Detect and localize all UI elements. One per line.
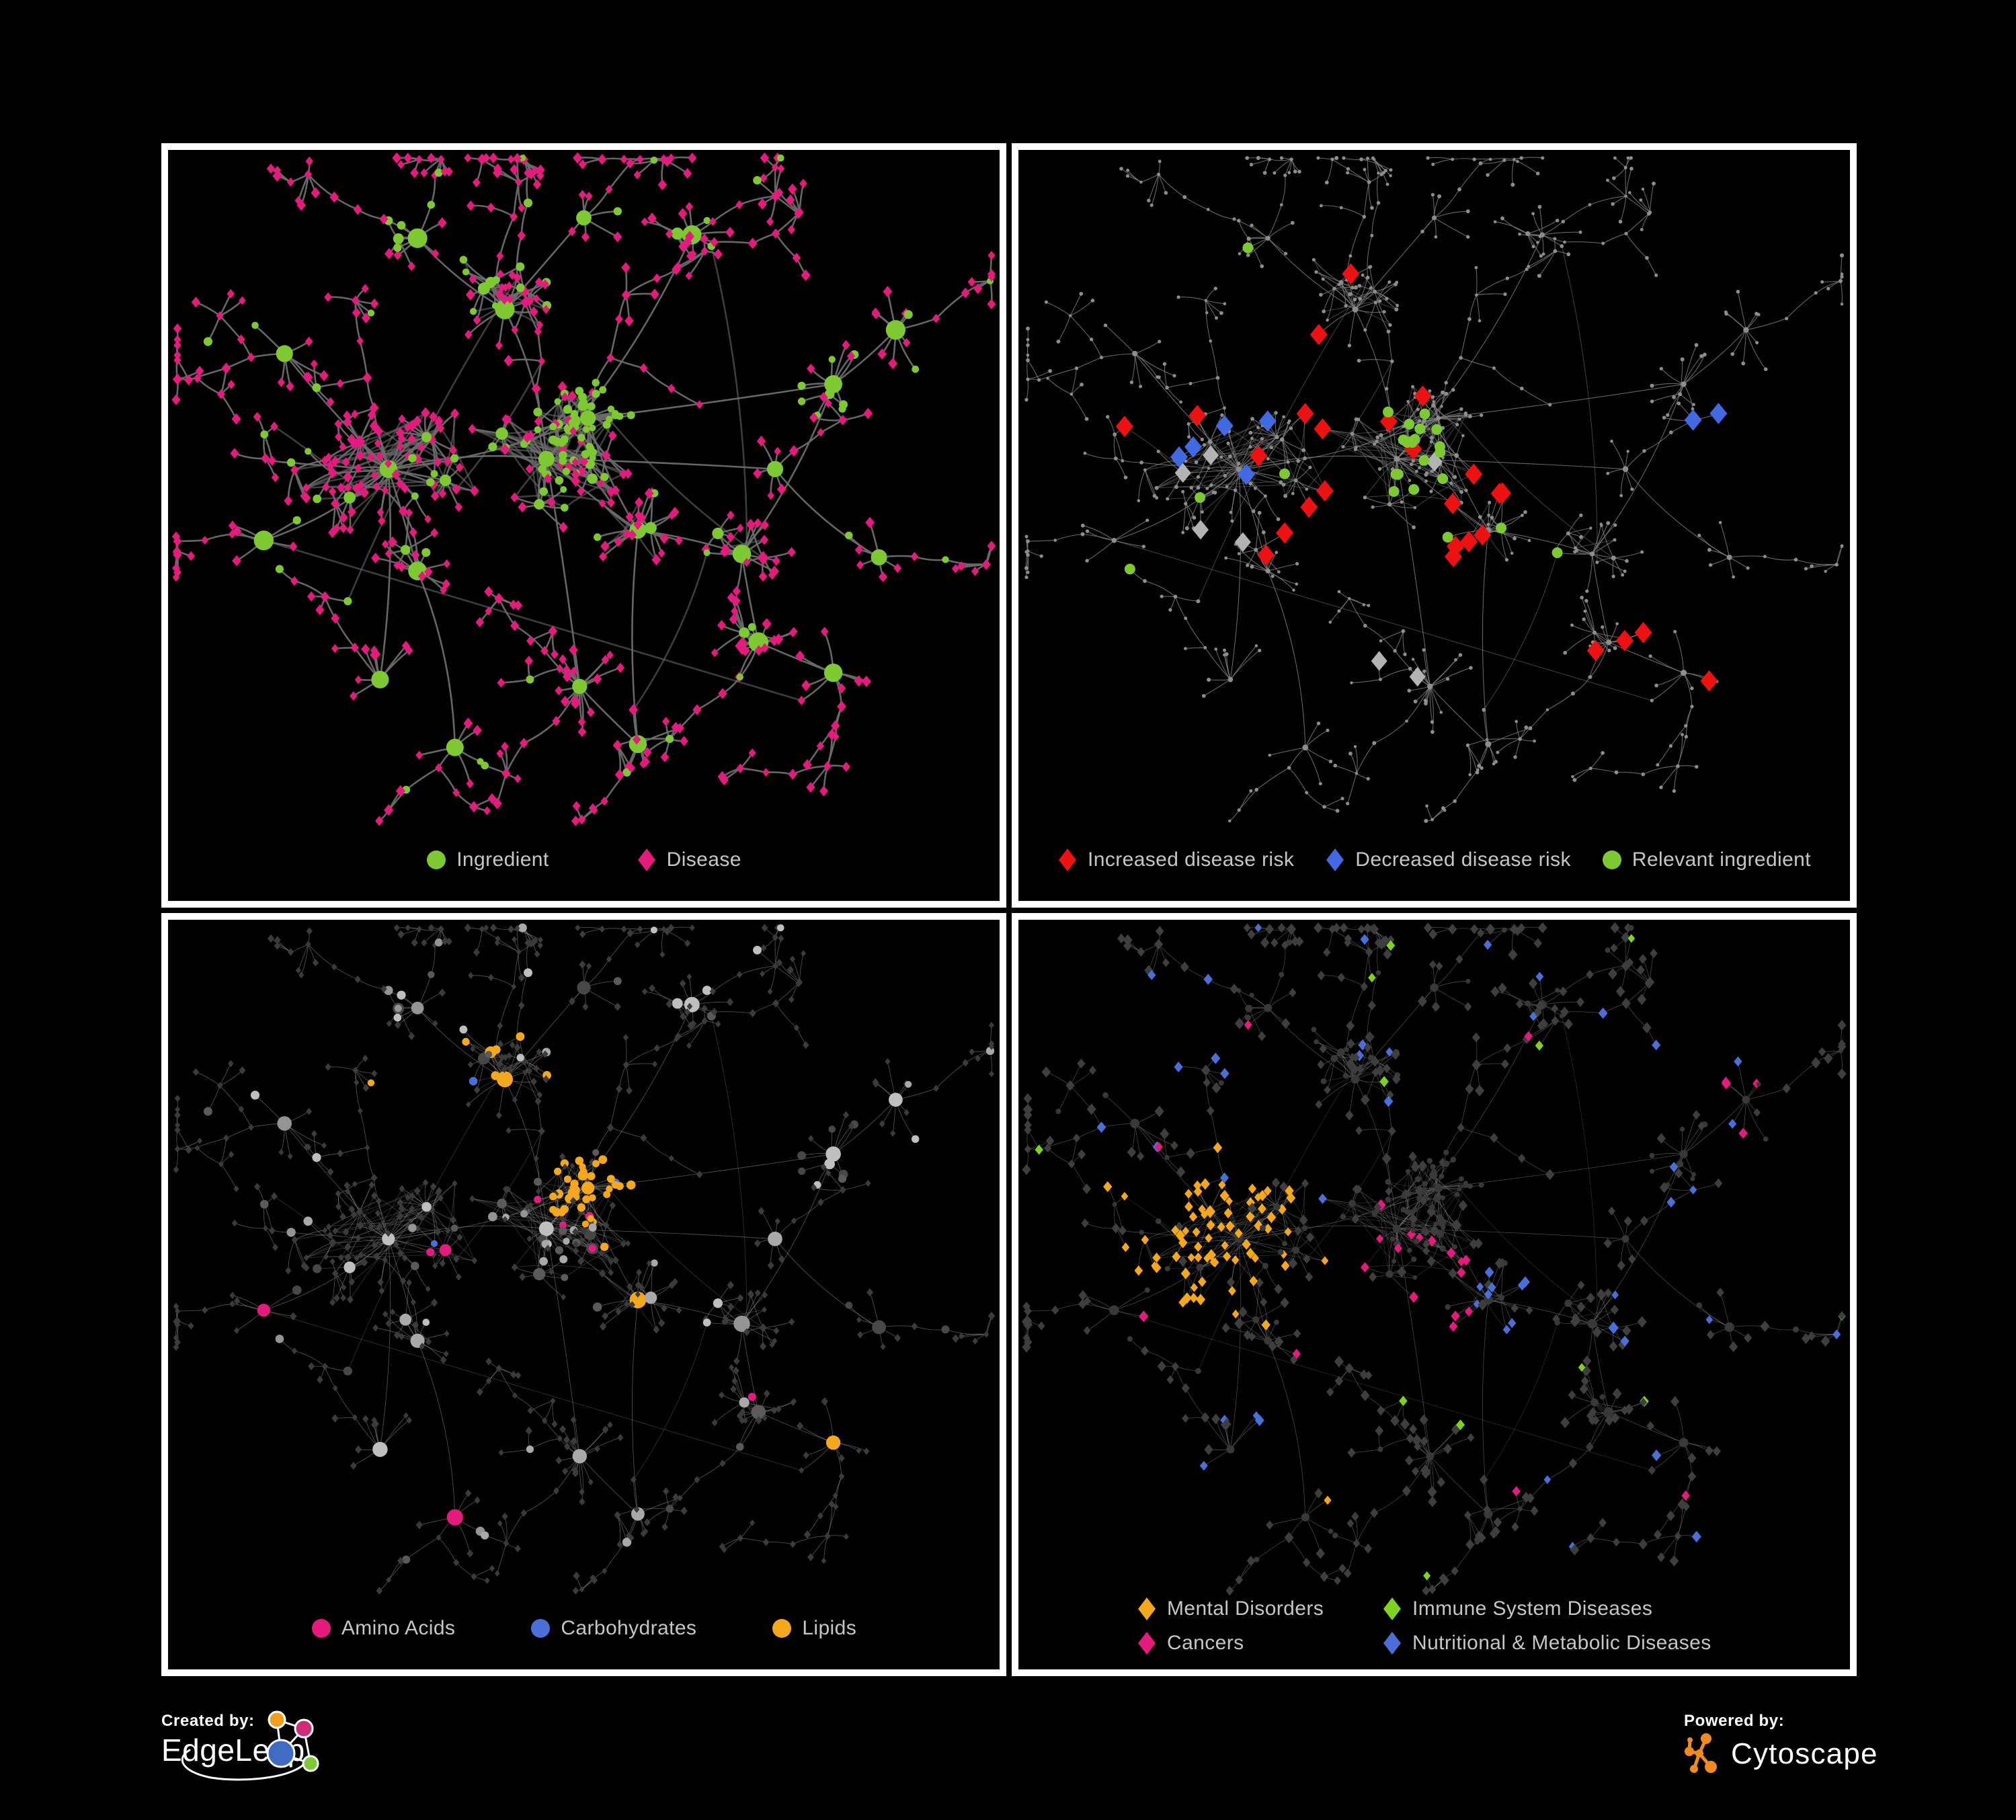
legend-label: Carbohydrates <box>561 1617 697 1639</box>
legend-label: Cancers <box>1167 1632 1244 1654</box>
legend-item: Nutritional & Metabolic Diseases <box>1382 1630 1711 1656</box>
cytoscape-logo-text: Cytoscape <box>1731 1737 1878 1770</box>
panel-nutrient-category: Amino Acids Carbohydrates Lipids <box>161 913 1006 1676</box>
powered-by-label: Powered by: <box>1684 1712 1785 1730</box>
circle-swatch-icon <box>772 1619 792 1638</box>
cytoscape-logo-icon <box>1685 1733 1717 1773</box>
diamond-swatch-icon <box>1326 848 1344 871</box>
legend-item: Mental Disorders <box>1137 1596 1382 1622</box>
created-by-label: Created by: <box>161 1712 255 1730</box>
legend-label: Mental Disorders <box>1167 1597 1324 1620</box>
diamond-swatch-icon <box>1138 1597 1156 1620</box>
diamond-swatch-icon <box>1059 848 1076 871</box>
legend-item: Disease <box>637 847 741 873</box>
diamond-swatch-icon <box>1383 1597 1401 1620</box>
disease-risk-network-graph <box>1024 156 1844 823</box>
legend-item: Decreased disease risk <box>1325 847 1571 873</box>
ingredient-disease-network-graph <box>171 152 996 826</box>
circle-swatch-icon <box>311 1619 331 1638</box>
legend-label: Disease <box>666 848 741 871</box>
panel-ingredient-disease: Ingredient Disease <box>161 143 1006 908</box>
panel-disease-risk: Increased disease risk Decreased disease … <box>1012 143 1857 908</box>
legend-nutrient-category: Amino Acids Carbohydrates Lipids <box>168 1616 1000 1641</box>
disease-category-network-graph <box>1021 922 1847 1596</box>
nutrient-category-network-graph <box>173 923 995 1595</box>
legend-label: Ingredient <box>456 848 549 871</box>
legend-disease-risk: Increased disease risk Decreased disease … <box>1018 847 1850 873</box>
circle-swatch-icon <box>427 850 446 869</box>
edgeleap-logo-icon <box>181 1710 319 1781</box>
legend-item: Increased disease risk <box>1057 847 1294 873</box>
legend-item: Carbohydrates <box>530 1616 696 1641</box>
legend-label: Immune System Diseases <box>1412 1597 1653 1620</box>
circle-swatch-icon <box>531 1619 551 1638</box>
legend-label: Increased disease risk <box>1088 848 1295 871</box>
legend-label: Relevant ingredient <box>1631 848 1811 871</box>
cytoscape-attribution: Powered by: Cytoscape <box>1684 1712 1886 1799</box>
circle-swatch-icon <box>1602 850 1621 869</box>
diamond-swatch-icon <box>637 848 655 871</box>
legend-label: Amino Acids <box>341 1617 456 1639</box>
panel-disease-category: Mental Disorders Immune System Diseases Ca… <box>1012 913 1857 1676</box>
edgeleap-attribution: Created by: EdgeLeap <box>161 1710 383 1819</box>
legend-item: Ingredient <box>426 847 549 873</box>
legend-label: Decreased disease risk <box>1355 848 1571 871</box>
legend-disease-category: Mental Disorders Immune System Diseases Ca… <box>1018 1596 1850 1656</box>
legend-label: Nutritional & Metabolic Diseases <box>1412 1632 1711 1654</box>
diamond-swatch-icon <box>1138 1632 1156 1655</box>
legend-item: Relevant ingredient <box>1602 847 1811 873</box>
legend-label: Lipids <box>802 1617 857 1639</box>
diamond-swatch-icon <box>1383 1632 1401 1655</box>
legend-item: Amino Acids <box>311 1616 455 1641</box>
legend-item: Immune System Diseases <box>1382 1596 1711 1622</box>
legend-item: Cancers <box>1137 1630 1382 1656</box>
legend-item: Lipids <box>772 1616 856 1641</box>
legend-ingredient-disease: Ingredient Disease <box>168 847 1000 873</box>
